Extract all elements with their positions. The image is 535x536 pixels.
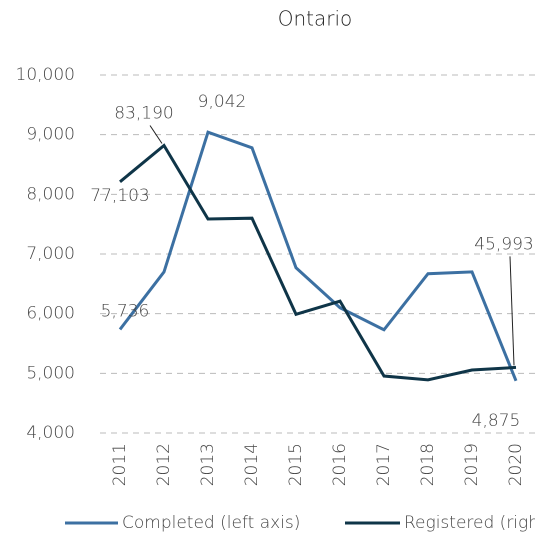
series-line — [118, 130, 518, 382]
x-tick-label: 2020 — [506, 443, 526, 486]
leader-line — [149, 125, 163, 144]
x-tick-label: 2014 — [242, 443, 262, 486]
x-tick-label: 2015 — [286, 443, 306, 486]
legend-label: Registered (right axis) — [404, 513, 535, 533]
data-label: 5,736 — [101, 301, 150, 321]
y-tick-label: 9,000 — [26, 125, 75, 145]
leader-line — [509, 256, 515, 366]
data-label: 83,190 — [114, 103, 173, 123]
x-tick-label: 2019 — [462, 443, 482, 486]
x-tick-label: 2012 — [154, 443, 174, 486]
data-label: 9,042 — [198, 92, 247, 112]
data-label: 4,875 — [472, 411, 521, 431]
y-tick-label: 4,000 — [26, 423, 75, 443]
x-tick-label: 2016 — [330, 443, 350, 486]
y-tick-label: 7,000 — [26, 244, 75, 264]
data-label: 77,103 — [90, 186, 149, 206]
y-tick-label: 5,000 — [26, 363, 75, 383]
x-tick-label: 2017 — [374, 443, 394, 486]
x-tick-label: 2018 — [418, 443, 438, 486]
chart-title: Ontario — [278, 7, 353, 31]
y-tick-label: 10,000 — [16, 65, 75, 85]
y-tick-label: 8,000 — [26, 184, 75, 204]
y-tick-label: 6,000 — [26, 304, 75, 324]
series-line — [119, 143, 517, 382]
data-label: 45,993 — [474, 234, 533, 254]
legend-label: Completed (left axis) — [122, 513, 300, 533]
x-tick-label: 2011 — [110, 443, 130, 486]
x-tick-label: 2013 — [198, 443, 218, 486]
